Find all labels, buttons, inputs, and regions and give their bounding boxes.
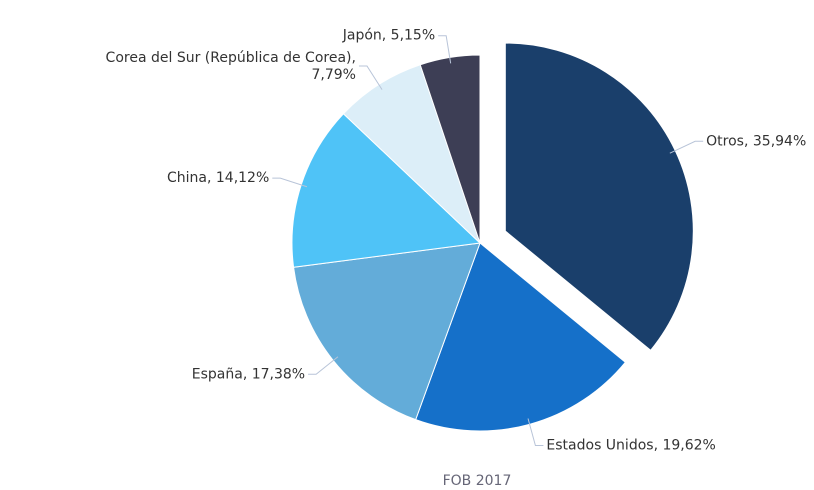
data-label: Otros, 35,94% (706, 133, 806, 149)
data-label: Japón, 5,15% (342, 28, 435, 44)
data-label: Corea del Sur (República de Corea), 7,79% (106, 50, 356, 83)
label-connector (669, 140, 704, 154)
data-label: España, 17,38% (192, 366, 305, 382)
label-connector (308, 356, 339, 375)
label-connector (272, 177, 308, 188)
label-connector (358, 65, 383, 90)
label-connector (438, 35, 452, 64)
label-connector (527, 418, 544, 447)
data-label: Estados Unidos, 19,62% (546, 438, 715, 454)
chart-subtitle: FOB 2017 (443, 473, 512, 489)
data-label: China, 14,12% (167, 170, 269, 186)
